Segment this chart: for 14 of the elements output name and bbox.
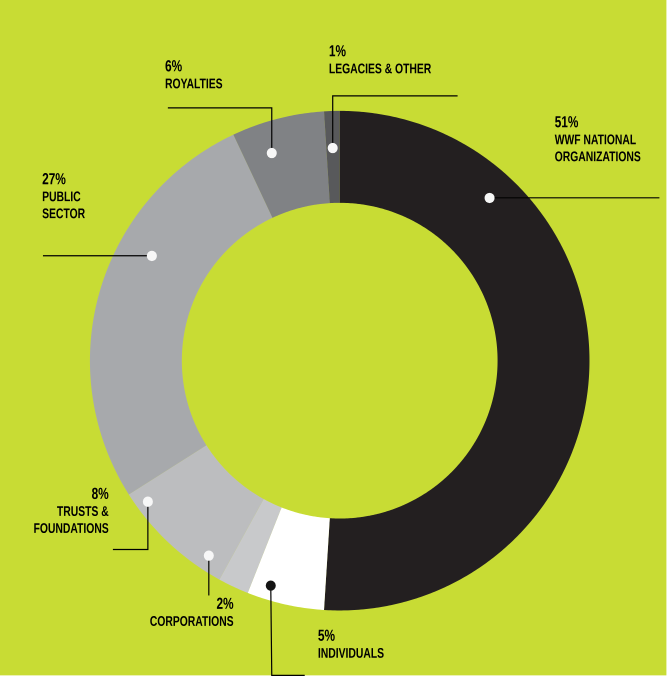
slice-label: CORPORATIONS: [150, 616, 234, 626]
slice-label: TRUSTS & FOUNDATIONS: [34, 506, 109, 534]
slice-label: INDIVIDUALS: [318, 648, 384, 658]
slice-label: ROYALTIES: [166, 78, 222, 88]
data-label: 1%: [330, 45, 346, 56]
data-label: 51%: [555, 116, 578, 128]
slice-label: PUBLIC SECTOR: [42, 191, 86, 218]
slice-label: LEGACIES & OTHER: [330, 63, 432, 74]
data-label: 2%: [217, 598, 234, 609]
slice-label: WWF NATIONAL ORGANIZATIONS: [554, 134, 641, 162]
data-label: 27%: [42, 173, 66, 184]
data-label: 5%: [318, 630, 335, 641]
data-label: 8%: [92, 488, 109, 500]
data-label: 6%: [166, 60, 182, 72]
